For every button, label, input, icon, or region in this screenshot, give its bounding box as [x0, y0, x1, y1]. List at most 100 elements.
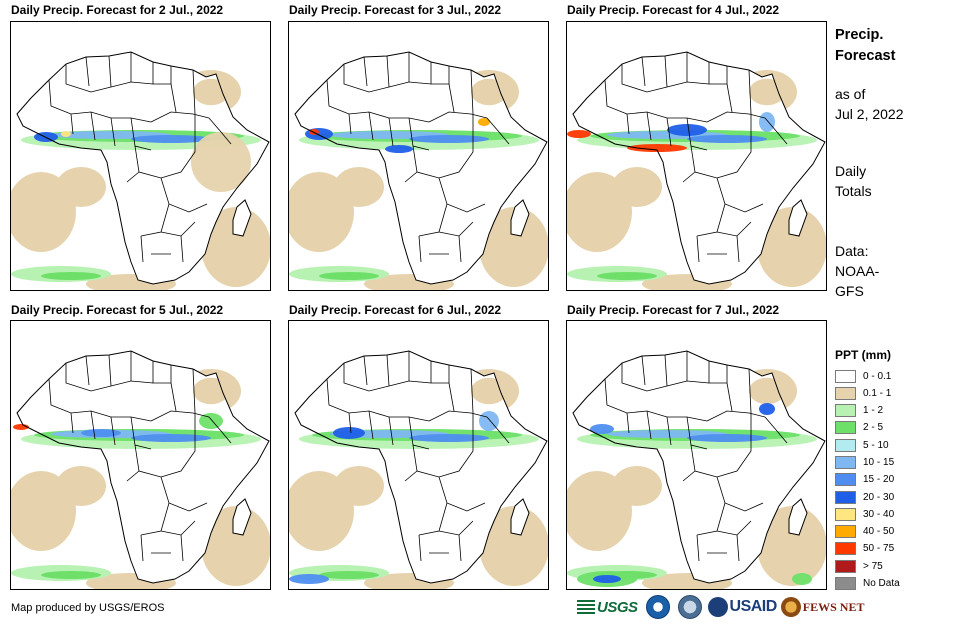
sidebar-data-source: Data: NOAA- GFS [835, 241, 879, 301]
panel-title-5: Daily Precip. Forecast for 6 Jul., 2022 [289, 303, 502, 317]
forecast-map-5 [288, 320, 549, 590]
legend-item: 10 - 15 [835, 454, 900, 470]
precip-area [612, 466, 662, 506]
map-credit: Map produced by USGS/EROS [11, 602, 165, 614]
fews-net-logo: FEWS NET [780, 597, 865, 617]
country-border [621, 363, 710, 392]
legend-label: 0 - 0.1 [863, 370, 892, 382]
precip-area [667, 124, 707, 136]
country-border [664, 354, 668, 387]
precip-area [61, 131, 71, 137]
country-border [412, 413, 474, 478]
country-border [348, 412, 352, 434]
usaid-logo-text: USAID [729, 598, 778, 615]
map-canvas [289, 51, 548, 290]
country-border [626, 113, 630, 135]
country-border [438, 177, 486, 213]
fews-logo-text: FEWS NET [802, 599, 865, 614]
country-border [404, 171, 418, 183]
precip-area [759, 112, 775, 132]
country-border [134, 413, 196, 478]
country-border [70, 113, 74, 135]
forecast-map-1 [10, 21, 271, 291]
usaid-logo: USAID [707, 597, 778, 617]
country-border [348, 113, 352, 135]
country-border [470, 368, 474, 414]
legend-label: 30 - 40 [863, 508, 895, 520]
logo-strip: USGS USAID FEWS NET [577, 594, 864, 620]
coastline [294, 51, 548, 285]
precip-area [81, 429, 121, 437]
precip-area [627, 144, 687, 152]
legend-item: 40 - 50 [835, 524, 900, 540]
legend-label: 15 - 20 [863, 474, 895, 486]
country-border [152, 62, 172, 85]
country-border [90, 111, 96, 141]
legend-label: 20 - 30 [863, 491, 895, 503]
country-border [418, 534, 422, 562]
country-border [428, 111, 488, 123]
map-canvas [567, 350, 826, 589]
legend-swatch [835, 386, 856, 400]
precip-area [289, 574, 329, 584]
country-border [641, 56, 646, 87]
coastline [16, 350, 270, 584]
legend-label: 10 - 15 [863, 456, 895, 468]
legend-swatch [835, 369, 856, 383]
precip-area [193, 377, 229, 405]
country-border [736, 534, 740, 562]
panel-title-2: Daily Precip. Forecast for 3 Jul., 2022 [289, 3, 502, 17]
precip-area [333, 427, 365, 439]
legend-label: 50 - 75 [863, 543, 895, 555]
country-border [626, 412, 630, 434]
country-border [448, 382, 455, 412]
country-border [641, 355, 646, 386]
sidebar-heading: Precip. Forecast [835, 25, 895, 67]
coastline [572, 350, 826, 584]
forecast-map-4 [10, 320, 271, 590]
precip-area [199, 413, 223, 429]
country-border [682, 171, 696, 183]
country-border [140, 534, 144, 562]
coastline [294, 350, 548, 584]
country-border [85, 355, 90, 386]
precip-area [687, 434, 767, 442]
country-border [85, 56, 90, 87]
madagascar-outline [788, 199, 808, 237]
precip-area [215, 522, 257, 570]
country-border [65, 64, 154, 93]
country-border [764, 416, 788, 444]
legend-label: 2 - 5 [863, 422, 884, 434]
legend-item: > 75 [835, 558, 900, 574]
precip-area [567, 130, 591, 138]
precip-area [471, 78, 507, 106]
country-border [404, 470, 418, 482]
precip-area [131, 434, 211, 442]
country-border [748, 69, 752, 115]
legend-item: 1 - 2 [835, 403, 900, 419]
precip-area [471, 377, 507, 405]
sidebar-heading-line2: Forecast [835, 48, 896, 64]
country-border [150, 410, 210, 422]
country-border [706, 410, 766, 422]
country-border [150, 111, 210, 123]
country-border [664, 55, 668, 88]
panel-title-4: Daily Precip. Forecast for 5 Jul., 2022 [11, 303, 224, 317]
sidebar-data-line2: NOAA- [835, 263, 880, 279]
country-border [418, 235, 422, 263]
precip-area [131, 135, 211, 143]
precip-area [334, 466, 384, 506]
country-border [126, 470, 140, 482]
legend: 0 - 0.1 0.1 - 1 1 - 2 2 - 5 5 - 10 10 - 15 15 … [835, 368, 900, 593]
legend-swatch [835, 559, 856, 573]
madagascar-outline [232, 498, 252, 536]
madagascar-outline [510, 199, 530, 237]
precip-area [593, 575, 621, 583]
precip-area [56, 466, 106, 506]
precip-area [749, 377, 785, 405]
legend-label: 40 - 50 [863, 526, 895, 538]
country-border [486, 416, 510, 444]
noaa-seal-icon [645, 595, 670, 619]
legend-swatch [835, 473, 856, 487]
country-border [388, 117, 394, 147]
